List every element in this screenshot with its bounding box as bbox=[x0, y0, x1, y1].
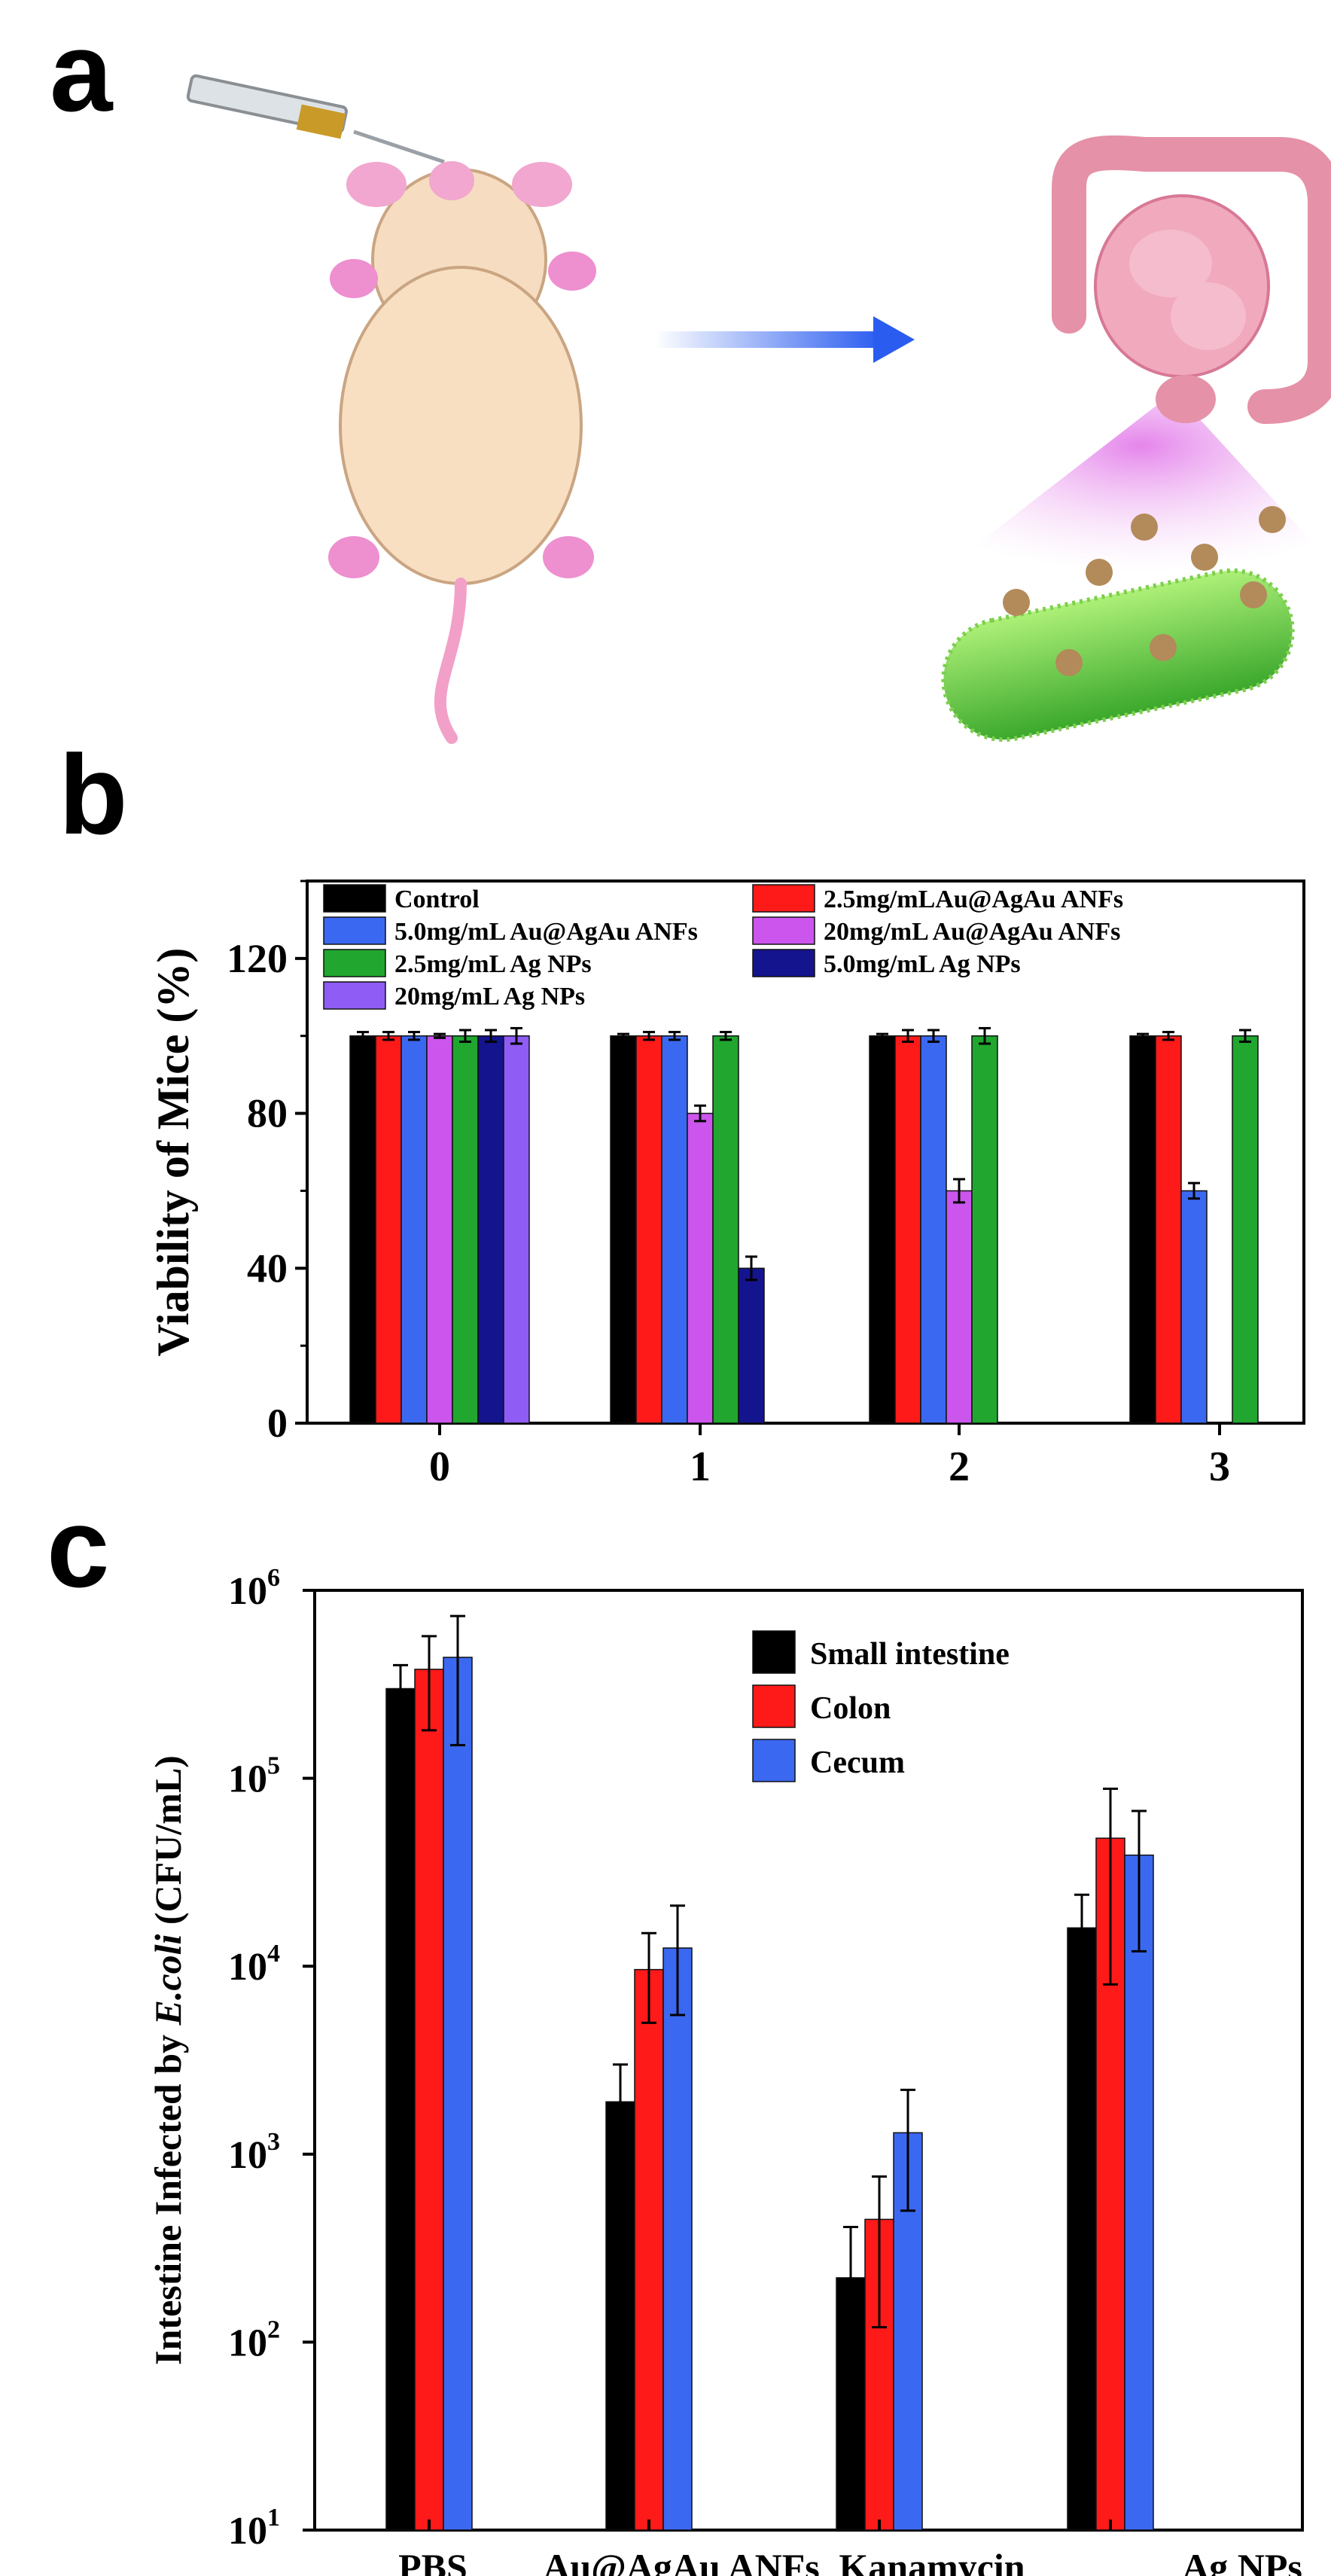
y-tick-label: 80 bbox=[247, 1091, 288, 1136]
legend-swatch bbox=[752, 1739, 796, 1782]
y-tick-label: 0 bbox=[267, 1401, 288, 1446]
panel-label-b: b bbox=[59, 731, 128, 858]
syringe-icon bbox=[186, 74, 445, 164]
bar bbox=[634, 1968, 664, 2531]
y-tick-label: 105 bbox=[228, 1752, 280, 1801]
bar bbox=[426, 1035, 453, 1424]
bar bbox=[503, 1035, 530, 1424]
y-tick-label: 120 bbox=[227, 936, 288, 981]
x-tick-label: 1 bbox=[690, 1443, 711, 1490]
x-tick-label: PBS bbox=[398, 2546, 468, 2576]
bar bbox=[738, 1267, 765, 1424]
legend-label: 2.5mg/mLAu@AgAu ANFs bbox=[824, 886, 1123, 913]
legend-swatch bbox=[752, 1630, 796, 1674]
intestine-illustration bbox=[1052, 135, 1331, 424]
legend-swatch bbox=[323, 916, 386, 945]
legend-label: 20mg/mL Ag NPs bbox=[394, 983, 585, 1011]
bar bbox=[375, 1035, 402, 1424]
legend-label: Control bbox=[394, 886, 480, 913]
x-tick-label: 0 bbox=[429, 1443, 450, 1490]
y-tick-label: 102 bbox=[228, 2315, 280, 2364]
bar bbox=[894, 1035, 921, 1424]
legend-label: 2.5mg/mL Ag NPs bbox=[394, 950, 592, 978]
bar bbox=[610, 1035, 637, 1424]
bar bbox=[1124, 1854, 1154, 2531]
y-axis-title: Viability of Mice (%) bbox=[148, 948, 198, 1357]
panel-label-a: a bbox=[50, 8, 113, 135]
bar bbox=[1129, 1035, 1156, 1424]
legend-label: Cecum bbox=[810, 1745, 905, 1780]
y-tick-label: 104 bbox=[228, 1940, 280, 1989]
legend-label: Small intestine bbox=[810, 1637, 1010, 1672]
legend-label: 5.0mg/mL Ag NPs bbox=[824, 950, 1021, 978]
bar bbox=[662, 1947, 693, 2531]
bar bbox=[385, 1687, 416, 2531]
bar bbox=[443, 1657, 473, 2531]
bar bbox=[401, 1035, 428, 1424]
x-axis-title: Time (d) bbox=[717, 1497, 894, 1506]
legend-label: 20mg/mL Au@AgAu ANFs bbox=[824, 918, 1120, 946]
arrow-icon bbox=[655, 316, 915, 363]
bacterium-illustration bbox=[941, 506, 1295, 742]
bar bbox=[971, 1035, 998, 1424]
y-tick-label: 101 bbox=[228, 2504, 280, 2553]
infection-chart: 101 102 103 104 105 106 PBS Au@AgAu ANFs Kanamyc… bbox=[147, 1564, 1304, 2576]
x-tick-label: 3 bbox=[1209, 1443, 1230, 1490]
legend-swatch bbox=[752, 1684, 796, 1728]
mouse-illustration bbox=[328, 161, 596, 744]
bar bbox=[349, 1035, 376, 1424]
bar bbox=[1232, 1035, 1259, 1424]
bar bbox=[605, 2101, 635, 2531]
viability-chart: 0 40 80 120 0 1 2 3 Time (d) Viability of Mice (%… bbox=[148, 879, 1305, 1506]
legend-swatch bbox=[752, 949, 815, 977]
legend-label: Colon bbox=[810, 1691, 891, 1726]
bar bbox=[712, 1035, 739, 1424]
bar bbox=[635, 1035, 662, 1424]
bar bbox=[477, 1035, 504, 1424]
x-tick-label: 2 bbox=[949, 1443, 970, 1490]
bar bbox=[1067, 1927, 1097, 2531]
y-axis-title: Intestine Infected by E.coli (CFU/mL) bbox=[147, 1755, 189, 2365]
bar bbox=[946, 1190, 973, 1424]
bar bbox=[661, 1035, 688, 1424]
plot-frame bbox=[313, 1589, 1304, 2532]
legend-swatch bbox=[323, 949, 386, 977]
bar bbox=[1155, 1035, 1182, 1424]
panel-label-c: c bbox=[47, 1484, 110, 1611]
x-tick-label: Au@AgAu ANFs bbox=[543, 2546, 819, 2576]
y-tick-label: 106 bbox=[228, 1564, 280, 1613]
legend-swatch bbox=[323, 884, 386, 913]
plot-frame bbox=[306, 879, 1305, 1425]
legend-swatch bbox=[752, 916, 815, 945]
legend-swatch bbox=[752, 884, 815, 913]
y-tick-label: 40 bbox=[247, 1245, 288, 1291]
panel-a-illustration bbox=[186, 74, 1331, 744]
bar bbox=[869, 1035, 896, 1424]
x-tick-label: Ag NPs bbox=[1182, 2546, 1302, 2576]
bar bbox=[687, 1112, 714, 1424]
legend-swatch bbox=[323, 981, 386, 1010]
bar bbox=[452, 1035, 479, 1424]
bar bbox=[414, 1669, 444, 2531]
bar bbox=[893, 2132, 923, 2531]
bar bbox=[920, 1035, 947, 1424]
x-tick-label: Kanamycin bbox=[839, 2546, 1025, 2576]
bar bbox=[1180, 1190, 1208, 1424]
legend-label: 5.0mg/mL Au@AgAu ANFs bbox=[394, 918, 698, 946]
y-tick-label: 103 bbox=[228, 2128, 280, 2177]
